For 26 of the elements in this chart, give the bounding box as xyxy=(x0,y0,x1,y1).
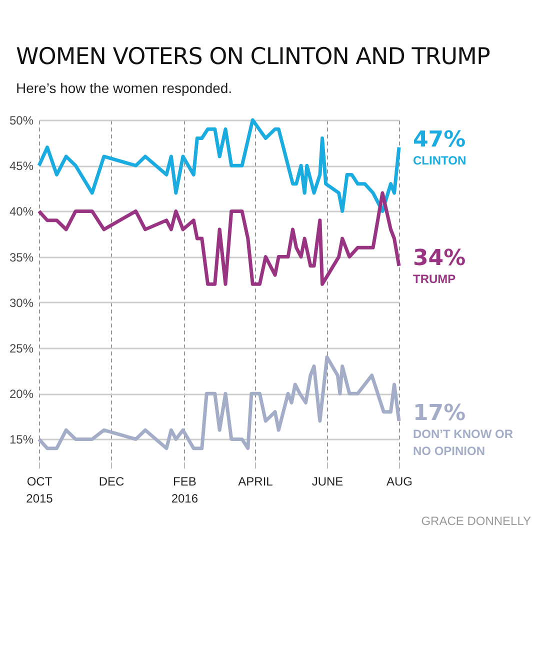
data-label: 47% xyxy=(413,127,466,152)
y-tick-label: 35% xyxy=(9,250,34,264)
data-label: 17% xyxy=(413,400,466,426)
series-label: TRUMP xyxy=(413,272,456,286)
x-tick-label: FEB 2016 xyxy=(171,474,198,506)
data-label: 34% xyxy=(413,246,466,271)
y-tick-label: 20% xyxy=(9,387,34,402)
chart-title: WOMEN VOTERS ON CLINTON AND TRUMP xyxy=(15,43,491,70)
x-tick-label: OCT 2015 xyxy=(26,474,54,506)
x-tick-label: AUG xyxy=(386,474,413,488)
chart-subtitle: Here’s how the women responded. xyxy=(15,79,234,98)
series-label: CLINTON xyxy=(413,153,466,168)
x-tick-label: DEC xyxy=(98,474,124,488)
line-series xyxy=(37,191,401,286)
series-label: DON’T KNOW OR NO OPINION xyxy=(413,426,514,458)
line-series xyxy=(37,355,401,450)
y-tick-label: 30% xyxy=(9,296,34,310)
x-tick-label: APRIL xyxy=(238,474,274,488)
text: GRACE DONNELLY xyxy=(421,514,531,528)
y-tick-label: 15% xyxy=(9,432,34,447)
y-tick-label: 40% xyxy=(9,204,34,219)
y-tick-label: 50% xyxy=(9,114,34,128)
line-series xyxy=(37,118,401,213)
x-tick-label: JUNE xyxy=(312,474,344,488)
y-tick-label: 45% xyxy=(9,159,34,174)
y-tick-label: 25% xyxy=(9,342,34,356)
